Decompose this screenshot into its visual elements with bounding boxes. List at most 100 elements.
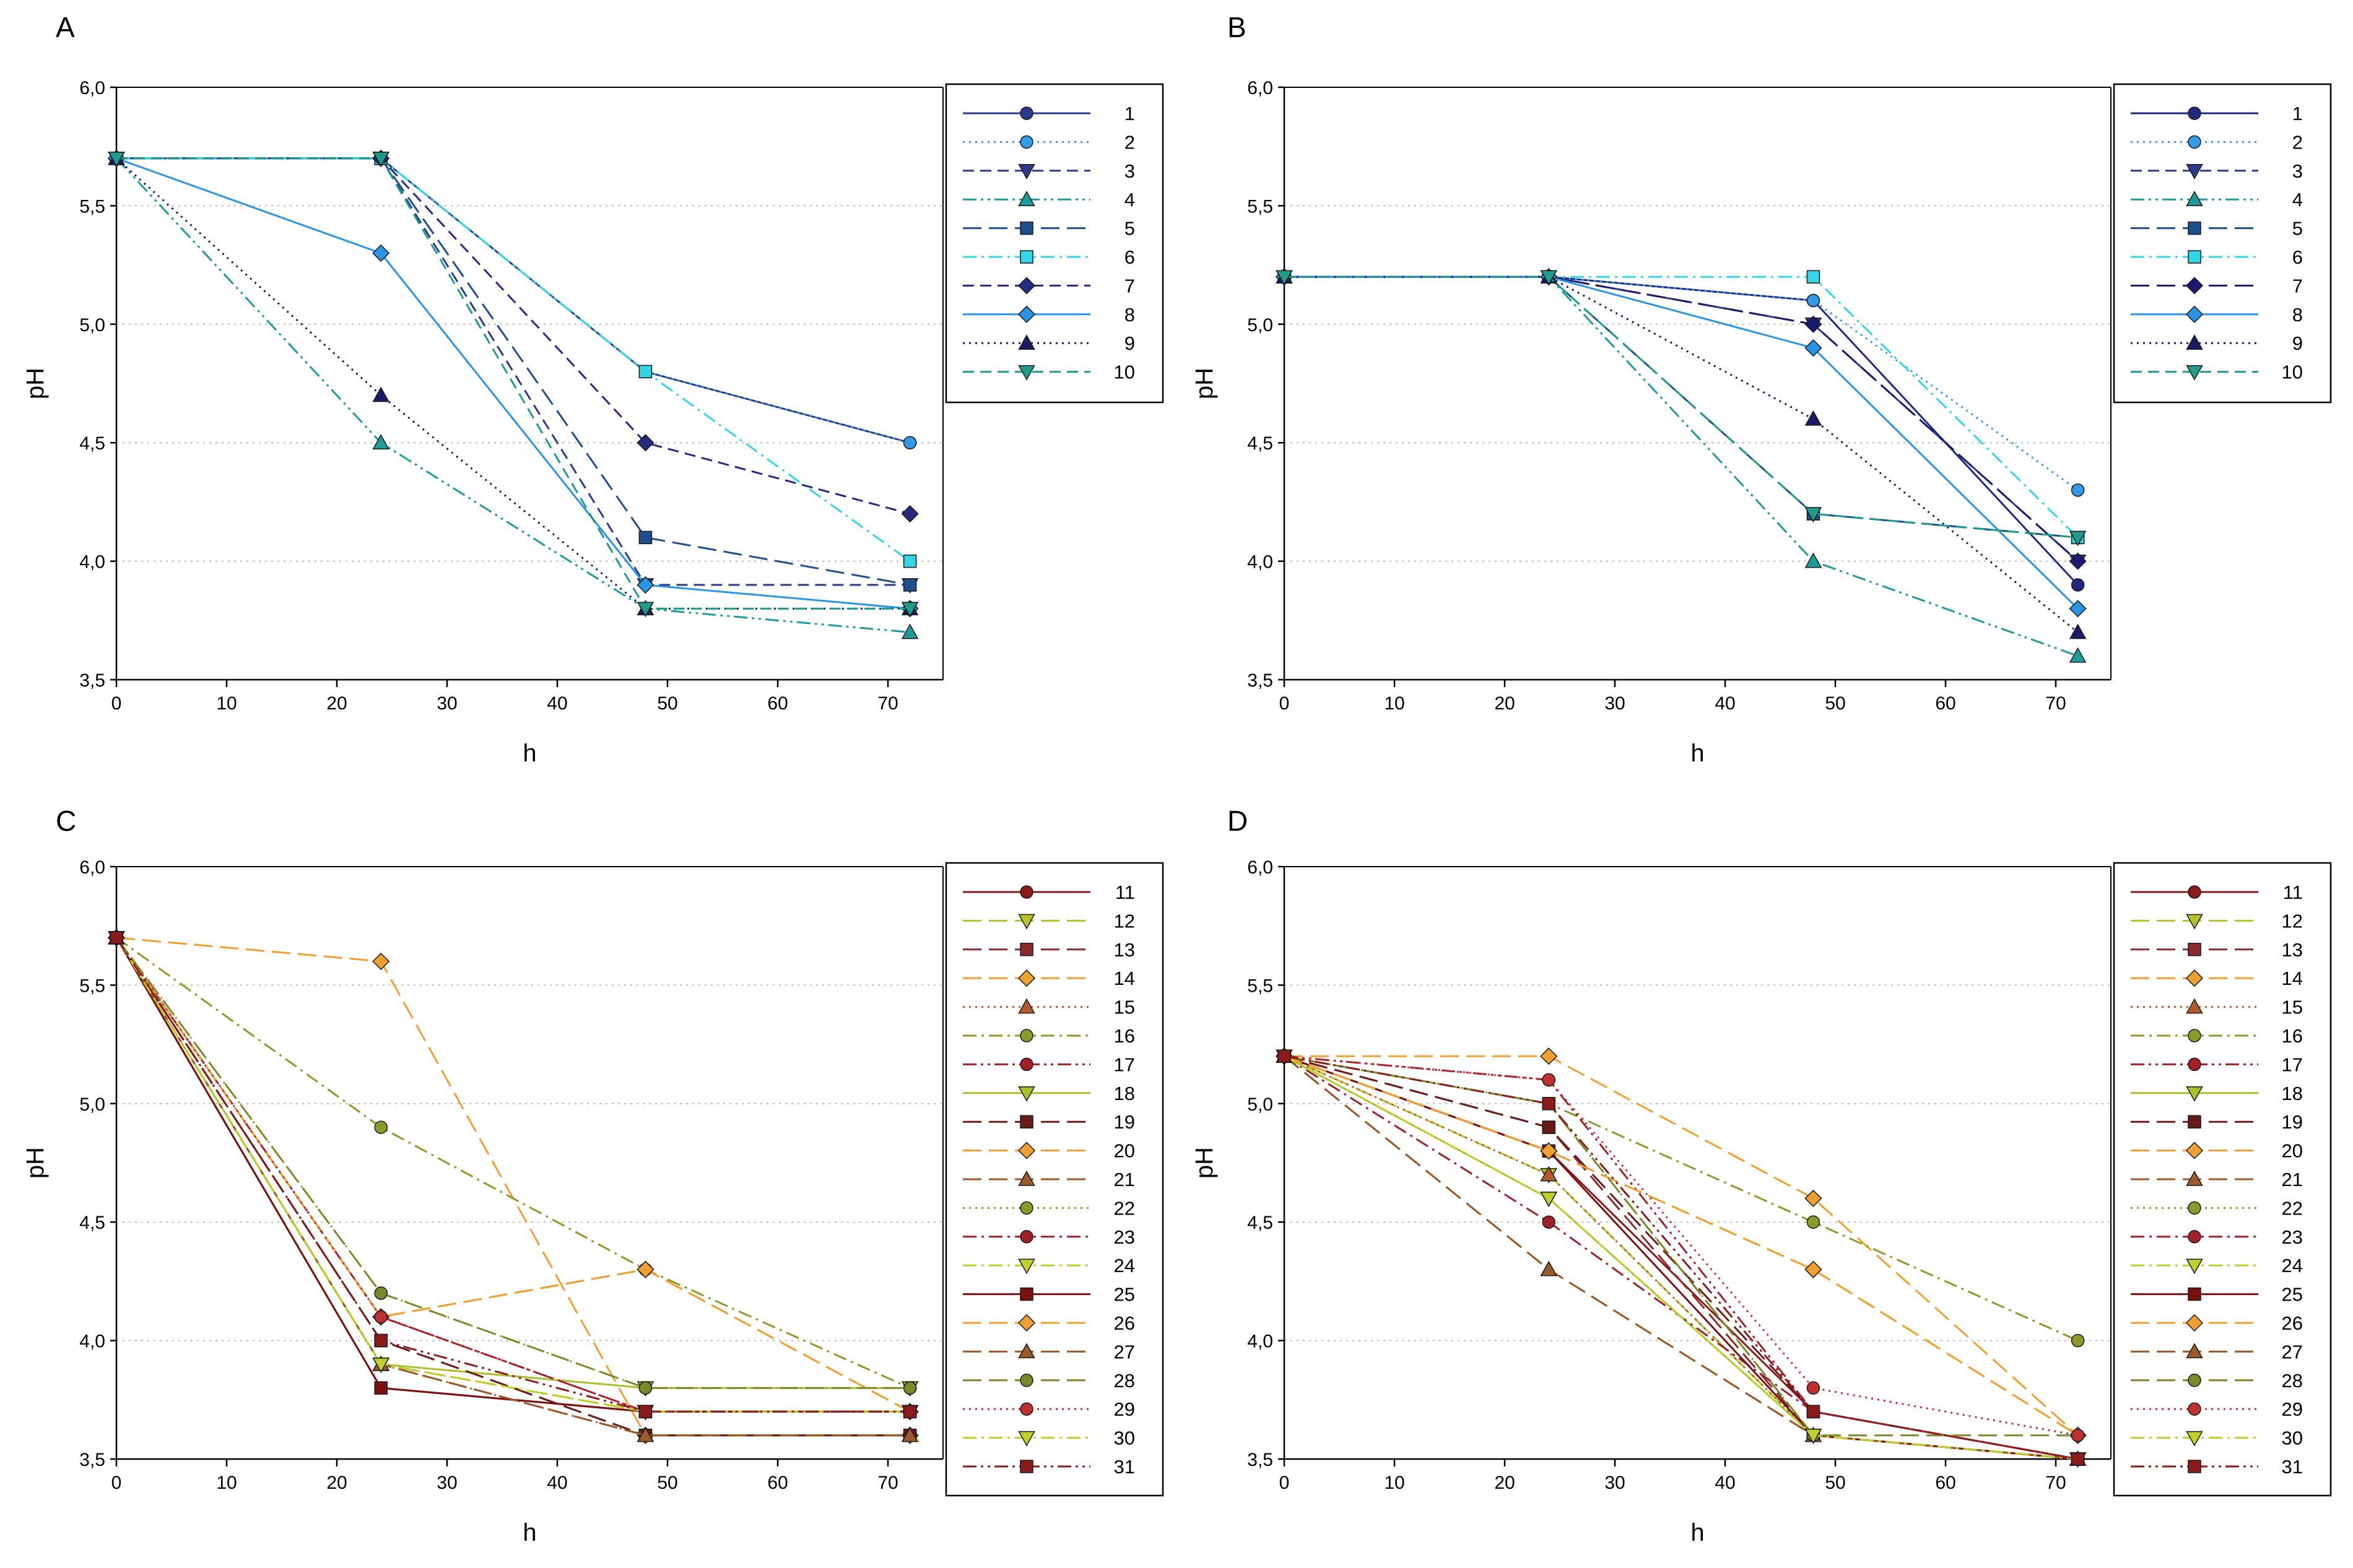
legend-c: 11 12 13 14 15 16 17 18 19 20 21 22 23 24 25 26 27 28 29 30… [945,862,1164,1497]
data-point [1806,293,1820,308]
data-point [638,531,653,545]
x-tick-label: 50 [657,1473,677,1493]
x-tick-label: 20 [1494,693,1515,714]
series-30 [108,931,919,1421]
legend-label-1: 1 [1124,103,1135,124]
series-6 [110,152,917,568]
legend-marker-8 [2185,305,2204,323]
series-line-19 [115,937,910,1437]
legend-marker-18 [2186,1086,2203,1102]
series-16 [1277,1049,2085,1348]
y-tick-label: 3,5 [79,1450,105,1470]
series-line-13 [115,937,910,1437]
series-28 [110,931,917,1395]
legend-marker-8 [1017,305,1036,323]
x-tick-label: 60 [1935,693,1955,714]
legend-marker-10 [1018,365,1035,381]
y-tick-label: 5,5 [1247,196,1273,217]
series-line-18 [1284,1055,2078,1460]
data-point [1804,315,1822,333]
legend-marker-3 [1018,164,1035,180]
legend-label-22: 22 [1114,1197,1135,1219]
series-line-31 [1284,1055,2078,1460]
y-tick-label: 5,0 [79,315,105,336]
legend-label-25: 25 [1114,1284,1135,1306]
legend-label-29: 29 [2282,1398,2303,1420]
legend-marker-24 [2186,1258,2203,1275]
legend-marker-29 [1020,1402,1033,1416]
panel-letter-d: D [1227,805,1248,837]
series-line-26 [1284,1055,2079,1436]
legend-marker-25 [1020,1287,1033,1301]
legend-label-20: 20 [2282,1140,2303,1162]
series-line-14 [1284,1055,2079,1436]
series-25 [110,931,917,1419]
y-axis-title: pH [1191,1147,1218,1179]
x-tick-label: 30 [437,1473,457,1493]
x-tick-label: 0 [1279,1473,1290,1493]
legend-marker-26 [1017,1314,1036,1332]
legend-label-31: 31 [1114,1456,1135,1478]
legend-label-26: 26 [2282,1312,2303,1334]
series-18 [108,931,919,1397]
series-line-15 [115,937,910,1437]
data-point [1542,1073,1555,1087]
data-point [903,436,917,449]
data-point [1542,1215,1555,1229]
legend-marker-30 [1018,1431,1035,1447]
legend-label-6: 6 [2292,246,2303,268]
series-line-8 [116,157,910,610]
data-point [2071,1333,2085,1348]
series-line-30 [1284,1055,2078,1460]
legend-label-14: 14 [1114,968,1135,989]
data-point [1804,1260,1822,1278]
legend-marker-6 [2188,250,2201,264]
x-tick-label: 50 [657,693,677,714]
legend-label-15: 15 [2282,997,2303,1018]
legend-label-12: 12 [1114,910,1135,932]
series-line-5 [1284,275,2078,539]
series-line-5 [116,157,910,586]
legend-marker-20 [2185,1141,2204,1159]
series-19 [1277,1049,2085,1466]
series-line-18 [115,937,910,1389]
legend-marker-15 [2186,998,2203,1014]
data-point [374,1381,388,1395]
data-point [374,1286,388,1300]
legend-label-21: 21 [1114,1169,1135,1190]
data-point [1806,270,1820,284]
series-7 [1275,268,2087,570]
series-11 [110,931,917,1419]
data-point [637,1260,655,1278]
data-point [1277,1049,1291,1063]
legend-label-29: 29 [1114,1398,1135,1420]
y-tick-label: 4,0 [1247,552,1273,573]
legend-marker-5 [2188,221,2201,235]
y-tick-label: 5,5 [79,196,105,217]
data-point [1804,339,1822,357]
series-31 [1277,1049,2085,1466]
legend-label-10: 10 [2282,362,2303,383]
legend-label-31: 31 [2282,1456,2303,1478]
legend-label-24: 24 [2282,1255,2303,1276]
data-point [1804,410,1822,426]
legend-marker-26 [2185,1314,2204,1332]
x-tick-label: 70 [877,1473,898,1493]
series-22 [1277,1049,2085,1466]
series-line-16 [116,937,911,1389]
legend-marker-9 [1018,334,1035,350]
legend-marker-22 [1020,1201,1033,1215]
x-tick-label: 60 [767,1473,788,1493]
legend-label-13: 13 [1114,939,1135,961]
y-tick-label: 3,5 [1247,1450,1273,1470]
legend-marker-16 [2188,1029,2201,1042]
legend-label-18: 18 [1114,1083,1135,1104]
series-18 [1276,1049,2087,1468]
legend-marker-1 [1020,106,1033,120]
series-27 [1276,1047,2087,1466]
x-tick-label: 10 [216,693,237,714]
x-tick-label: 10 [1384,693,1404,714]
legend-marker-31 [2188,1460,2201,1473]
data-point [108,152,125,167]
x-tick-label: 70 [877,693,898,714]
